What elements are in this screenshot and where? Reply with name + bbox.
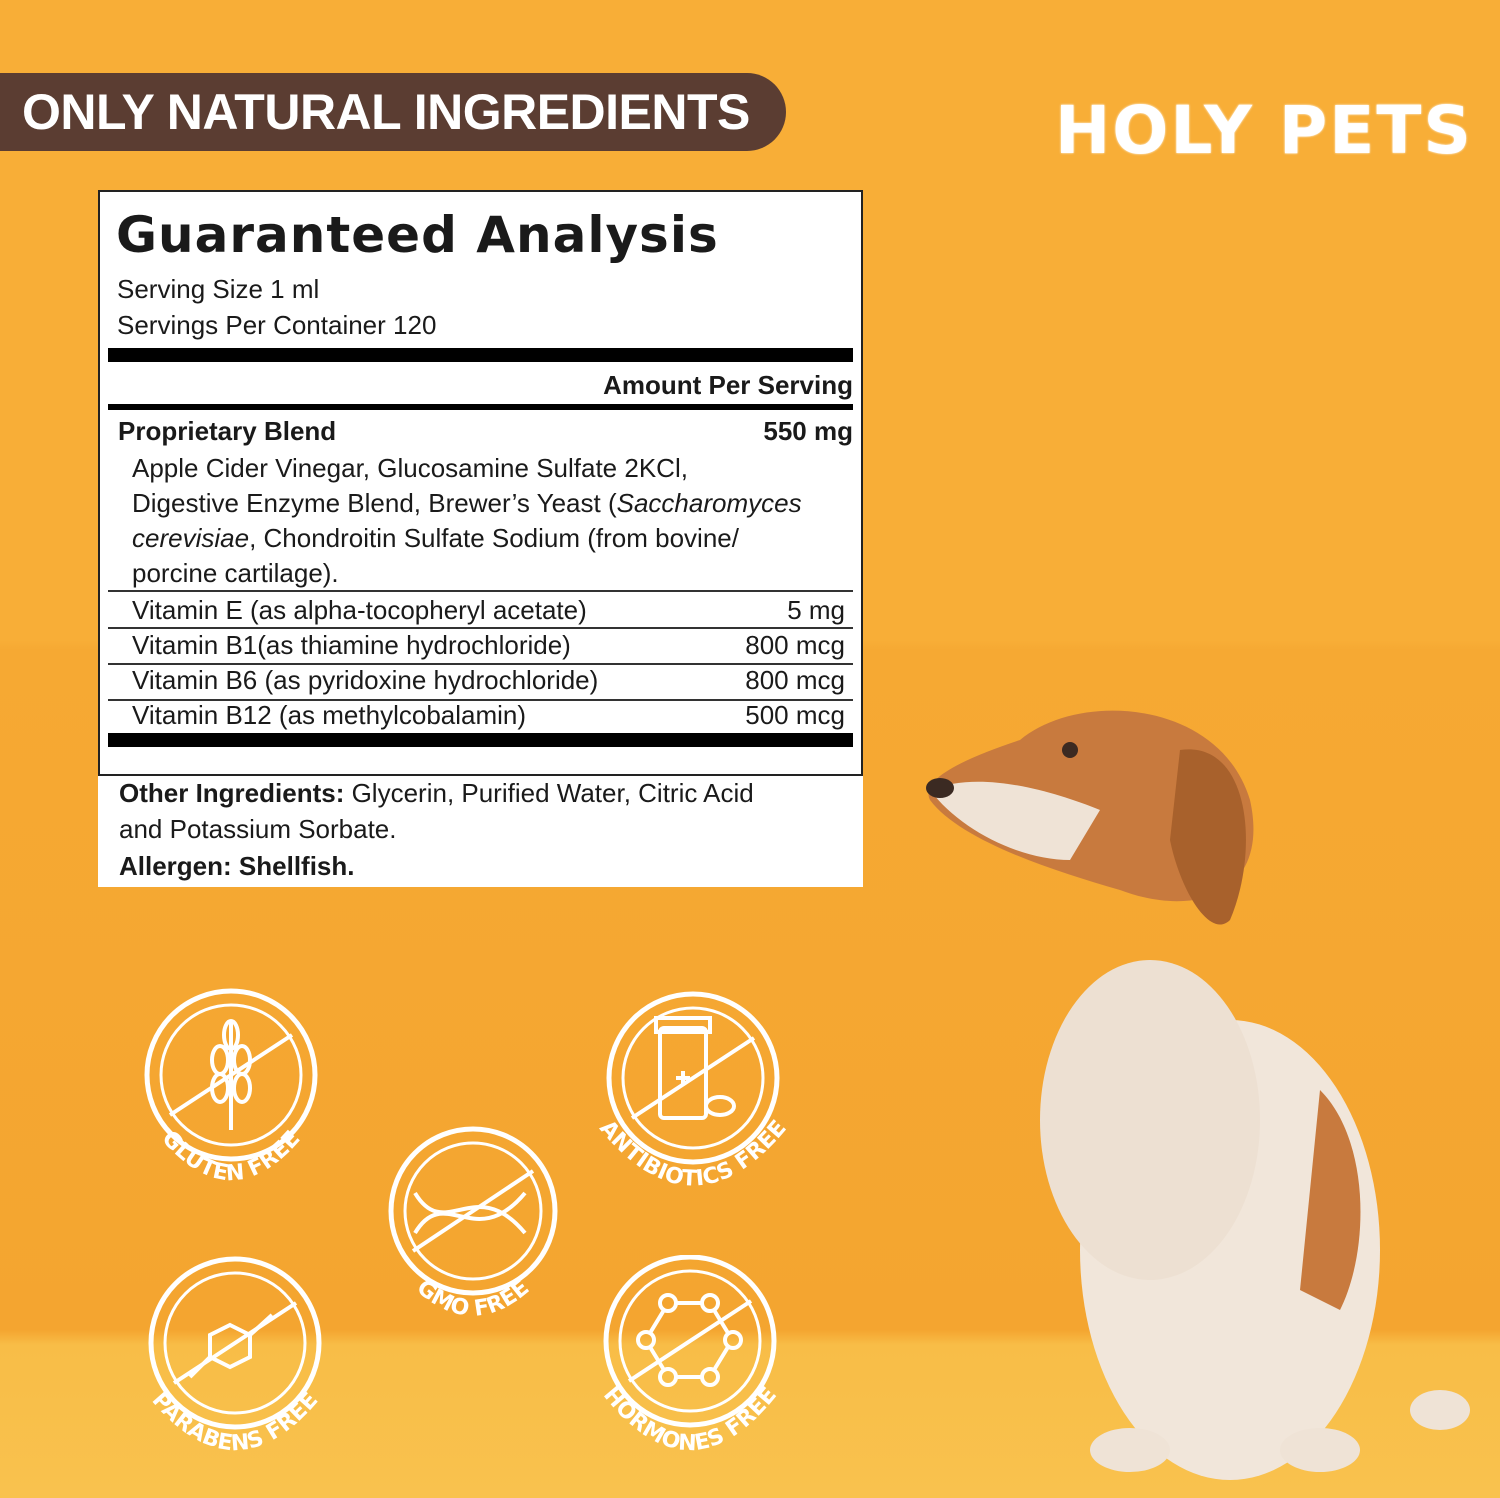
blend-text: , Chondroitin Sulfate Sodium (from bovin…: [249, 523, 739, 553]
badge-parabens-free: PARABENS FREE: [147, 1256, 323, 1457]
guaranteed-analysis-panel: Guaranteed Analysis Serving Size 1 ml Se…: [98, 190, 863, 887]
badge-hormones-free: HORMONES FREE: [598, 1255, 782, 1457]
row-name: Vitamin B1(as thiamine hydrochloride): [132, 630, 571, 660]
other-ingredients-line-2: and Potassium Sorbate.: [119, 814, 397, 844]
headline-banner: ONLY NATURAL INGREDIENTS: [0, 73, 786, 151]
divider-thin: [108, 663, 853, 665]
amount-header: Amount Per Serving: [603, 370, 853, 400]
other-text: Glycerin, Purified Water, Citric Acid: [344, 778, 754, 808]
analysis-table-border: [98, 190, 863, 776]
divider-thin: [108, 699, 853, 701]
divider-medium: [108, 404, 853, 410]
other-ingredients: Other Ingredients: Glycerin, Purified Wa…: [119, 778, 754, 809]
blend-italic: cerevisiae: [132, 523, 250, 553]
svg-text:GMO FREE: GMO FREE: [412, 1275, 534, 1322]
blend-text: Digestive Enzyme Blend, Brewer’s Yeast (: [132, 488, 617, 518]
row-amount: 500 mcg: [745, 700, 845, 730]
wheat-icon: [210, 1019, 252, 1130]
beagle-dog-image: [926, 710, 1470, 1480]
blend-line-1: Apple Cider Vinegar, Glucosamine Sulfate…: [132, 453, 688, 483]
blend-amount: 550 mg: [763, 416, 853, 446]
badge-label: HORMONES FREE: [598, 1383, 782, 1457]
brand-logo: HOLY PETS: [1055, 92, 1473, 169]
blend-line-2: Digestive Enzyme Blend, Brewer’s Yeast (…: [132, 488, 802, 519]
badge-antibiotics-free: ANTIBIOTICS FREE: [598, 991, 792, 1192]
badge-gluten-free: GLUTEN FREE: [144, 988, 318, 1187]
divider-thin: [108, 627, 853, 629]
badge-gmo-free: GMO FREE: [388, 1126, 558, 1322]
row-amount: 800 mcg: [745, 665, 845, 695]
svg-text:HORMONES FREE: HORMONES FREE: [598, 1383, 782, 1457]
molecule-icon: [188, 1313, 274, 1379]
svg-text:GLUTEN FREE: GLUTEN FREE: [157, 1126, 306, 1186]
row-amount: 5 mg: [787, 595, 845, 625]
hormone-structure-icon: [636, 1293, 743, 1387]
divider-thick: [108, 733, 853, 747]
badge-label: GMO FREE: [412, 1275, 534, 1322]
badge-label: PARABENS FREE: [147, 1388, 323, 1457]
divider-thick: [108, 348, 853, 362]
blend-line-4: porcine cartilage).: [132, 558, 339, 588]
row-name: Vitamin E (as alpha-tocopheryl acetate): [132, 595, 587, 625]
row-name: Vitamin B6 (as pyridoxine hydrochloride): [132, 665, 599, 695]
pill-bottle-icon: [654, 1016, 736, 1120]
allergen: Allergen: Shellfish.: [119, 851, 355, 881]
row-name: Vitamin B12 (as methylcobalamin): [132, 700, 527, 730]
servings-per-container: Servings Per Container 120: [117, 310, 437, 340]
divider-thin: [108, 590, 853, 592]
panel-title: Guaranteed Analysis: [116, 206, 719, 264]
badge-label: GLUTEN FREE: [157, 1126, 306, 1186]
serving-size: Serving Size 1 ml: [117, 274, 320, 304]
blend-line-3: cerevisiae, Chondroitin Sulfate Sodium (…: [132, 523, 739, 554]
dna-icon: [413, 1191, 527, 1235]
blend-italic: Saccharomyces: [616, 488, 802, 518]
blend-name: Proprietary Blend: [118, 416, 337, 446]
svg-text:PARABENS FREE: PARABENS FREE: [147, 1388, 323, 1457]
other-label: Other Ingredients:: [119, 778, 345, 808]
row-amount: 800 mcg: [745, 630, 845, 660]
